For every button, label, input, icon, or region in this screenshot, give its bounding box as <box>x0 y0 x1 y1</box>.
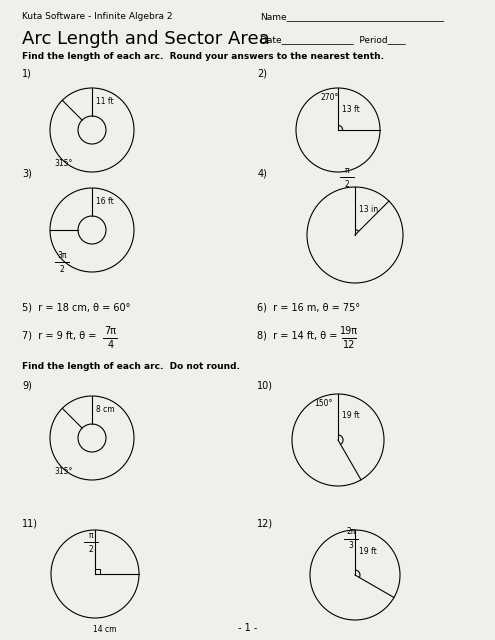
Text: 13 ft: 13 ft <box>342 106 360 115</box>
Text: 16 ft: 16 ft <box>96 198 114 207</box>
Text: 3): 3) <box>22 168 32 178</box>
Text: 19 ft: 19 ft <box>342 412 360 420</box>
Text: 2: 2 <box>59 264 64 273</box>
Text: 9): 9) <box>22 380 32 390</box>
Text: 11 ft: 11 ft <box>96 97 114 106</box>
Text: π: π <box>345 166 349 175</box>
Text: 4: 4 <box>107 340 113 351</box>
Text: 10): 10) <box>257 380 273 390</box>
Text: 2π: 2π <box>346 527 356 536</box>
Text: 19 ft: 19 ft <box>359 547 377 556</box>
Text: 5)  r = 18 cm, θ = 60°: 5) r = 18 cm, θ = 60° <box>22 302 131 312</box>
Text: 270°: 270° <box>321 93 339 102</box>
Text: 8)  r = 14 ft, θ =: 8) r = 14 ft, θ = <box>257 330 341 340</box>
Text: 7)  r = 9 ft, θ =: 7) r = 9 ft, θ = <box>22 330 100 340</box>
Text: 13 in: 13 in <box>359 205 378 214</box>
Text: 2: 2 <box>89 545 94 554</box>
Text: Find the length of each arc.  Round your answers to the nearest tenth.: Find the length of each arc. Round your … <box>22 52 384 61</box>
Text: 3π: 3π <box>57 250 67 259</box>
Text: 19π: 19π <box>341 326 358 335</box>
Text: Date________________  Period____: Date________________ Period____ <box>260 35 405 44</box>
Text: Arc Length and Sector Area: Arc Length and Sector Area <box>22 30 270 48</box>
Text: Kuta Software - Infinite Algebra 2: Kuta Software - Infinite Algebra 2 <box>22 12 173 21</box>
Text: 2: 2 <box>345 179 349 189</box>
Text: 315°: 315° <box>55 467 73 477</box>
Text: Name___________________________________: Name___________________________________ <box>260 12 444 21</box>
Text: 7π: 7π <box>104 326 116 335</box>
Text: 8 cm: 8 cm <box>96 406 115 415</box>
Text: 12: 12 <box>343 340 355 351</box>
Text: 1): 1) <box>22 68 32 78</box>
Text: 4): 4) <box>257 168 267 178</box>
Text: 2): 2) <box>257 68 267 78</box>
Text: π: π <box>89 531 94 540</box>
Text: 14 cm: 14 cm <box>93 625 117 634</box>
Text: 12): 12) <box>257 518 274 528</box>
Text: 11): 11) <box>22 518 38 528</box>
Text: 150°: 150° <box>314 399 332 408</box>
Text: - 1 -: - 1 - <box>238 623 257 633</box>
Text: 3: 3 <box>348 541 353 550</box>
Text: 315°: 315° <box>55 159 73 168</box>
Text: Find the length of each arc.  Do not round.: Find the length of each arc. Do not roun… <box>22 362 240 371</box>
Text: 6)  r = 16 m, θ = 75°: 6) r = 16 m, θ = 75° <box>257 302 360 312</box>
